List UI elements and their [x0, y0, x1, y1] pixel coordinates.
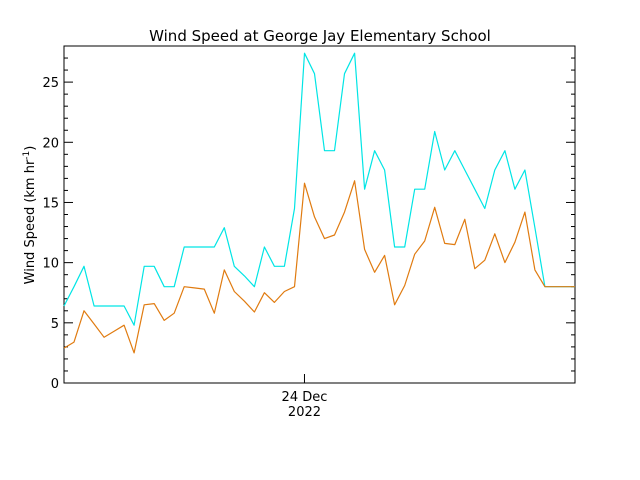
y-tick-label: 0: [51, 377, 59, 392]
y-axis-label-superscript: -1: [22, 151, 32, 160]
series-line-1: [63, 52, 575, 326]
series-line-2: [63, 180, 575, 354]
y-axis-label-close: ): [23, 146, 38, 151]
series-layer: [63, 52, 575, 354]
x-axis-date-label-day: 24 Dec: [282, 390, 328, 405]
y-axis-ticks: [64, 45, 575, 384]
y-axis-label: Wind Speed (km hr-1): [22, 146, 38, 285]
y-axis-tick-labels: 0 5 10 15 20 25: [42, 76, 59, 392]
y-axis-label-text: Wind Speed (km hr: [23, 159, 38, 284]
plot-frame: [63, 45, 576, 384]
plot-border: [63, 45, 576, 384]
y-tick-label: 20: [42, 136, 59, 151]
y-tick-label: 10: [42, 257, 59, 272]
x-axis-date-label-year: 2022: [288, 405, 321, 420]
y-tick-label: 5: [51, 317, 59, 332]
y-tick-label: 25: [42, 76, 59, 91]
chart-title: Wind Speed at George Jay Elementary Scho…: [149, 27, 491, 45]
y-tick-label: 15: [42, 196, 59, 211]
